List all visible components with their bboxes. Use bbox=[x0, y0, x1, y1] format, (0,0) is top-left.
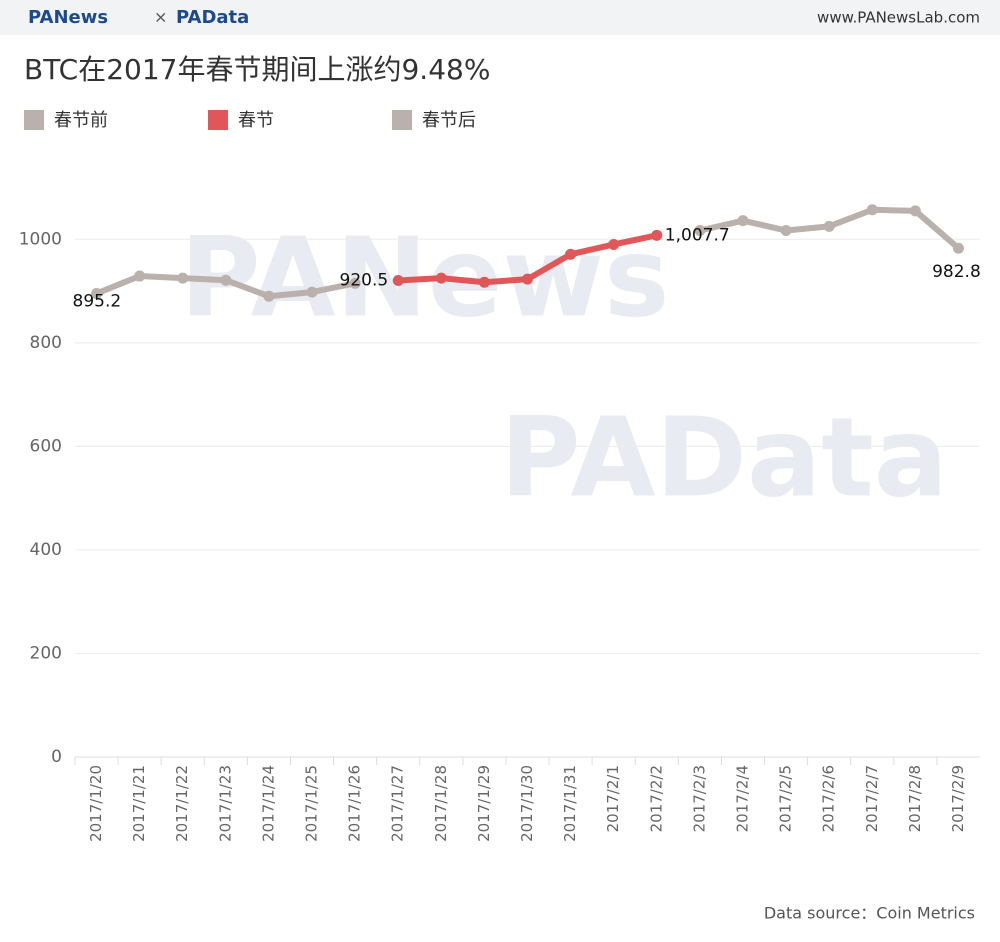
site-url: www.PANewsLab.com bbox=[817, 9, 980, 27]
legend-label: 春节前 bbox=[54, 110, 108, 131]
x-tick-label: 2017/1/22 bbox=[173, 765, 191, 842]
x-tick-label: 2017/1/23 bbox=[216, 765, 234, 842]
x-tick-label: 2017/1/20 bbox=[87, 765, 105, 842]
x-tick-label: 2017/1/31 bbox=[561, 765, 579, 842]
data-point bbox=[349, 277, 361, 289]
data-point bbox=[866, 204, 878, 216]
data-point bbox=[263, 290, 275, 302]
y-tick-label: 200 bbox=[30, 643, 62, 663]
data-point bbox=[522, 273, 533, 285]
data-point bbox=[565, 248, 577, 260]
logo-padata: PAData bbox=[176, 7, 249, 28]
legend-label: 春节 bbox=[238, 110, 274, 131]
header-bar bbox=[0, 0, 1000, 35]
x-tick-label: 2017/1/29 bbox=[475, 765, 493, 842]
data-point bbox=[435, 272, 447, 284]
x-tick-label: 2017/2/9 bbox=[949, 765, 967, 832]
y-tick-label: 600 bbox=[30, 436, 62, 456]
x-tick-label: 2017/1/30 bbox=[518, 765, 536, 842]
watermark: PAData bbox=[500, 393, 948, 521]
x-tick-label: 2017/1/28 bbox=[432, 765, 450, 842]
data-point bbox=[737, 215, 749, 227]
x-tick-label: 2017/2/4 bbox=[733, 765, 751, 832]
x-tick-label: 2017/2/2 bbox=[647, 765, 665, 832]
data-source: Data source：Coin Metrics bbox=[764, 904, 975, 923]
x-tick-label: 2017/2/5 bbox=[777, 765, 795, 832]
data-point bbox=[91, 288, 103, 300]
x-tick-label: 2017/2/8 bbox=[906, 765, 924, 832]
data-point bbox=[306, 286, 318, 298]
data-point bbox=[134, 270, 146, 282]
x-tick-label: 2017/2/1 bbox=[604, 765, 622, 832]
data-label: 1,007.7 bbox=[665, 225, 730, 245]
data-point bbox=[909, 205, 921, 217]
x-tick-label: 2017/1/26 bbox=[346, 765, 364, 842]
chart-title: BTC在2017年春节期间上涨约9.48% bbox=[24, 53, 490, 86]
y-tick-label: 400 bbox=[30, 540, 62, 560]
data-point bbox=[478, 276, 490, 288]
x-tick-label: 2017/2/6 bbox=[820, 765, 838, 832]
x-tick-label: 2017/2/3 bbox=[690, 765, 708, 832]
data-label: 982.8 bbox=[932, 262, 981, 282]
logo-panews: PANews bbox=[28, 7, 108, 28]
data-point bbox=[651, 229, 663, 241]
x-tick-label: 2017/1/25 bbox=[303, 765, 321, 842]
data-point bbox=[952, 242, 964, 254]
data-point bbox=[694, 225, 706, 236]
logo-separator: × bbox=[154, 8, 167, 27]
data-point bbox=[220, 274, 232, 286]
y-tick-label: 800 bbox=[30, 333, 62, 353]
legend-swatch bbox=[392, 110, 412, 130]
data-point bbox=[823, 220, 835, 232]
legend-swatch bbox=[208, 110, 228, 130]
y-tick-label: 1000 bbox=[19, 229, 62, 249]
data-label: 895.2 bbox=[73, 292, 122, 312]
data-label: 920.5 bbox=[340, 270, 389, 290]
data-point bbox=[780, 225, 792, 236]
data-point bbox=[392, 274, 404, 286]
x-tick-label: 2017/1/24 bbox=[259, 765, 277, 842]
legend-label: 春节后 bbox=[422, 110, 476, 131]
x-tick-label: 2017/1/21 bbox=[130, 765, 148, 842]
y-tick-label: 0 bbox=[51, 747, 62, 767]
x-tick-label: 2017/2/7 bbox=[863, 765, 881, 832]
x-tick-label: 2017/1/27 bbox=[389, 765, 407, 842]
data-point bbox=[177, 272, 189, 284]
data-point bbox=[608, 238, 620, 250]
legend-swatch bbox=[24, 110, 44, 130]
